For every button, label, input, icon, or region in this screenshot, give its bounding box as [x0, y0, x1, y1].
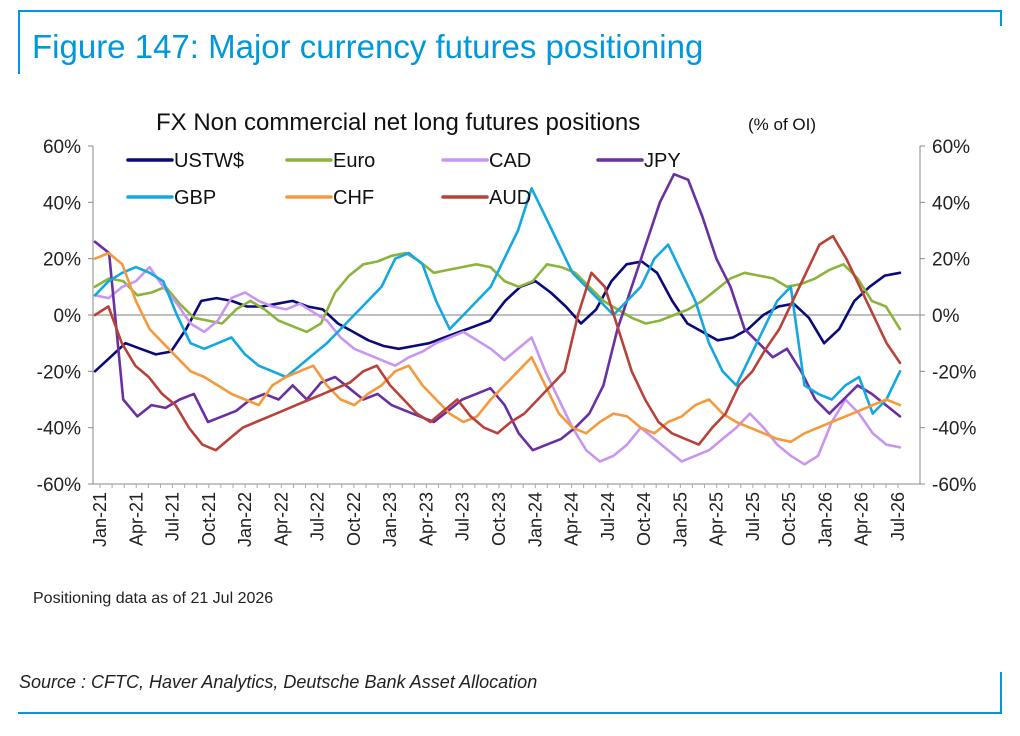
x-tick-label: Apr-24: [562, 492, 582, 546]
series-line-cad: [93, 265, 902, 466]
series-line-euro: [93, 251, 902, 334]
y-tick-label-right: 40%: [932, 193, 970, 214]
y-tick-label-right: -20%: [932, 362, 976, 383]
x-tick-label: Jan-22: [235, 492, 255, 547]
series-layer: [93, 172, 902, 466]
y-tick-label-left: 40%: [43, 193, 81, 214]
x-tick-label: Oct-23: [489, 492, 509, 546]
series-line-aud: [93, 234, 902, 452]
y-tick-label-right: 20%: [932, 250, 970, 271]
chart-title: FX Non commercial net long futures posit…: [156, 109, 640, 136]
legend-label-jpy: JPY: [644, 150, 681, 172]
y-tick-label-left: -20%: [37, 362, 81, 383]
y-tick-label-right: 60%: [932, 137, 970, 158]
legend-label-aud: AUD: [489, 187, 531, 209]
x-tick-label: Apr-25: [707, 492, 727, 546]
x-tick-label: Oct-25: [779, 492, 799, 546]
frame-left-rule: [18, 10, 20, 74]
y-tick-label-left: -60%: [37, 475, 81, 496]
figure-title: Figure 147: Major currency futures posit…: [32, 28, 704, 65]
positioning-note: Positioning data as of 21 Jul 2026: [33, 590, 274, 607]
x-tick-label: Jul-26: [888, 492, 908, 541]
x-tick-label: Oct-21: [199, 492, 219, 546]
x-tick-label: Oct-24: [634, 492, 654, 546]
y-tick-label-left: 20%: [43, 250, 81, 271]
x-tick-label: Jan-25: [670, 492, 690, 547]
x-tick-label: Jan-26: [815, 492, 835, 547]
x-tick-label: Jan-21: [90, 492, 110, 547]
y-tick-label-left: 0%: [54, 306, 82, 327]
x-tick-label: Jul-21: [163, 492, 183, 541]
series-line-gbp: [93, 187, 902, 415]
x-tick-label: Jul-22: [308, 492, 328, 541]
frame-right-rule: [1000, 10, 1002, 26]
source-note: Source : CFTC, Haver Analytics, Deutsche…: [19, 672, 538, 692]
frame-bottom-rule: [18, 712, 1002, 714]
chart-container: FX Non commercial net long futures posit…: [0, 100, 1020, 620]
legend-label-gbp: GBP: [174, 187, 216, 209]
x-tick-label: Jul-23: [453, 492, 473, 541]
x-tick-label: Jan-24: [525, 492, 545, 547]
chart-subtitle: (% of OI): [748, 115, 816, 134]
series-line-chf: [93, 251, 902, 444]
legend-label-ustw: USTW$: [174, 150, 244, 172]
x-tick-label: Jul-25: [743, 492, 763, 541]
x-tick-label: Apr-21: [126, 492, 146, 546]
x-tick-label: Apr-22: [271, 492, 291, 546]
legend: USTW$ Euro CAD JPY GBP CHF AUD: [126, 150, 681, 209]
x-tick-label: Apr-23: [416, 492, 436, 546]
frame-top-rule: [18, 10, 1002, 12]
y-tick-label-left: 60%: [43, 137, 81, 158]
frame-bottom-right-rule: [1000, 672, 1002, 714]
x-tick-label: Oct-22: [344, 492, 364, 546]
y-tick-label-right: -60%: [932, 475, 976, 496]
y-tick-label-left: -40%: [37, 419, 81, 440]
axes-group: 60% 60% 40% 40% 20% 20% 0% 0% -20% -20% -40% -40% -6…: [37, 137, 977, 547]
legend-label-cad: CAD: [489, 150, 531, 172]
x-tick-label: Jul-24: [598, 492, 618, 541]
y-tick-label-right: -40%: [932, 419, 976, 440]
legend-label-chf: CHF: [333, 187, 374, 209]
x-tick-label: Jan-23: [380, 492, 400, 547]
line-chart: FX Non commercial net long futures posit…: [37, 109, 977, 547]
x-tick-label: Apr-26: [852, 492, 872, 546]
legend-label-euro: Euro: [333, 150, 375, 172]
y-tick-label-right: 0%: [932, 306, 960, 327]
